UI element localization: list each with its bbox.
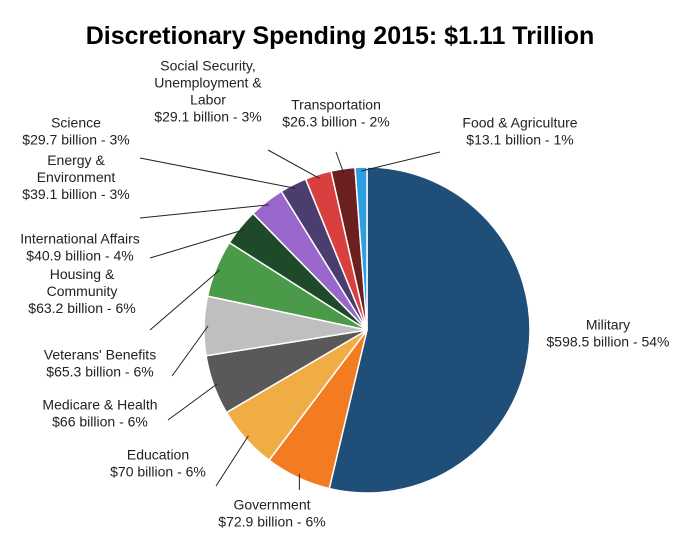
slice-label-food-and-agriculture: Food & Agriculture $13.1 billion - 1% xyxy=(462,115,577,148)
slice-label-veterans-benefits: Veterans' Benefits $65.3 billion - 6% xyxy=(44,347,156,380)
leader-line-social-security-unemployment-and-labor xyxy=(267,149,320,179)
slice-label-housing-and-community: Housing & Community $63.2 billion - 6% xyxy=(28,266,135,316)
slice-label-military: Military $598.5 billion - 54% xyxy=(547,317,670,350)
slice-label-medicare-and-health: Medicare & Health $66 billion - 6% xyxy=(42,397,157,430)
pie-slice-military xyxy=(328,166,531,494)
slice-label-government: Government $72.9 billion - 6% xyxy=(218,497,325,530)
slice-label-social-security-unemployment-and-labor: Social Security, Unemployment & Labor $29.1… xyxy=(154,58,262,125)
leader-line-international-affairs xyxy=(149,229,244,259)
chart-title: Discretionary Spending 2015: $1.11 Trill… xyxy=(85,22,595,50)
leader-line-science xyxy=(139,157,296,189)
leader-line-medicare-and-health xyxy=(167,383,218,421)
slice-label-science: Science $29.7 billion - 3% xyxy=(22,115,129,148)
slice-label-international-affairs: International Affairs $40.9 billion - 4% xyxy=(20,231,140,264)
leader-line-transportation xyxy=(335,151,345,173)
leader-line-housing-and-community xyxy=(149,269,221,331)
slice-label-transportation: Transportation $26.3 billion - 2% xyxy=(282,97,389,130)
leader-line-education xyxy=(215,435,249,487)
leader-line-veterans-benefits xyxy=(171,325,209,377)
slice-label-energy-and-environment: Energy & Environment $39.1 billion - 3% xyxy=(22,152,129,202)
pie-slice-food-and-agriculture xyxy=(354,166,368,331)
leader-line-energy-and-environment xyxy=(139,204,270,219)
leader-line-food-and-agriculture xyxy=(361,151,441,172)
slice-label-education: Education $70 billion - 6% xyxy=(110,447,206,480)
